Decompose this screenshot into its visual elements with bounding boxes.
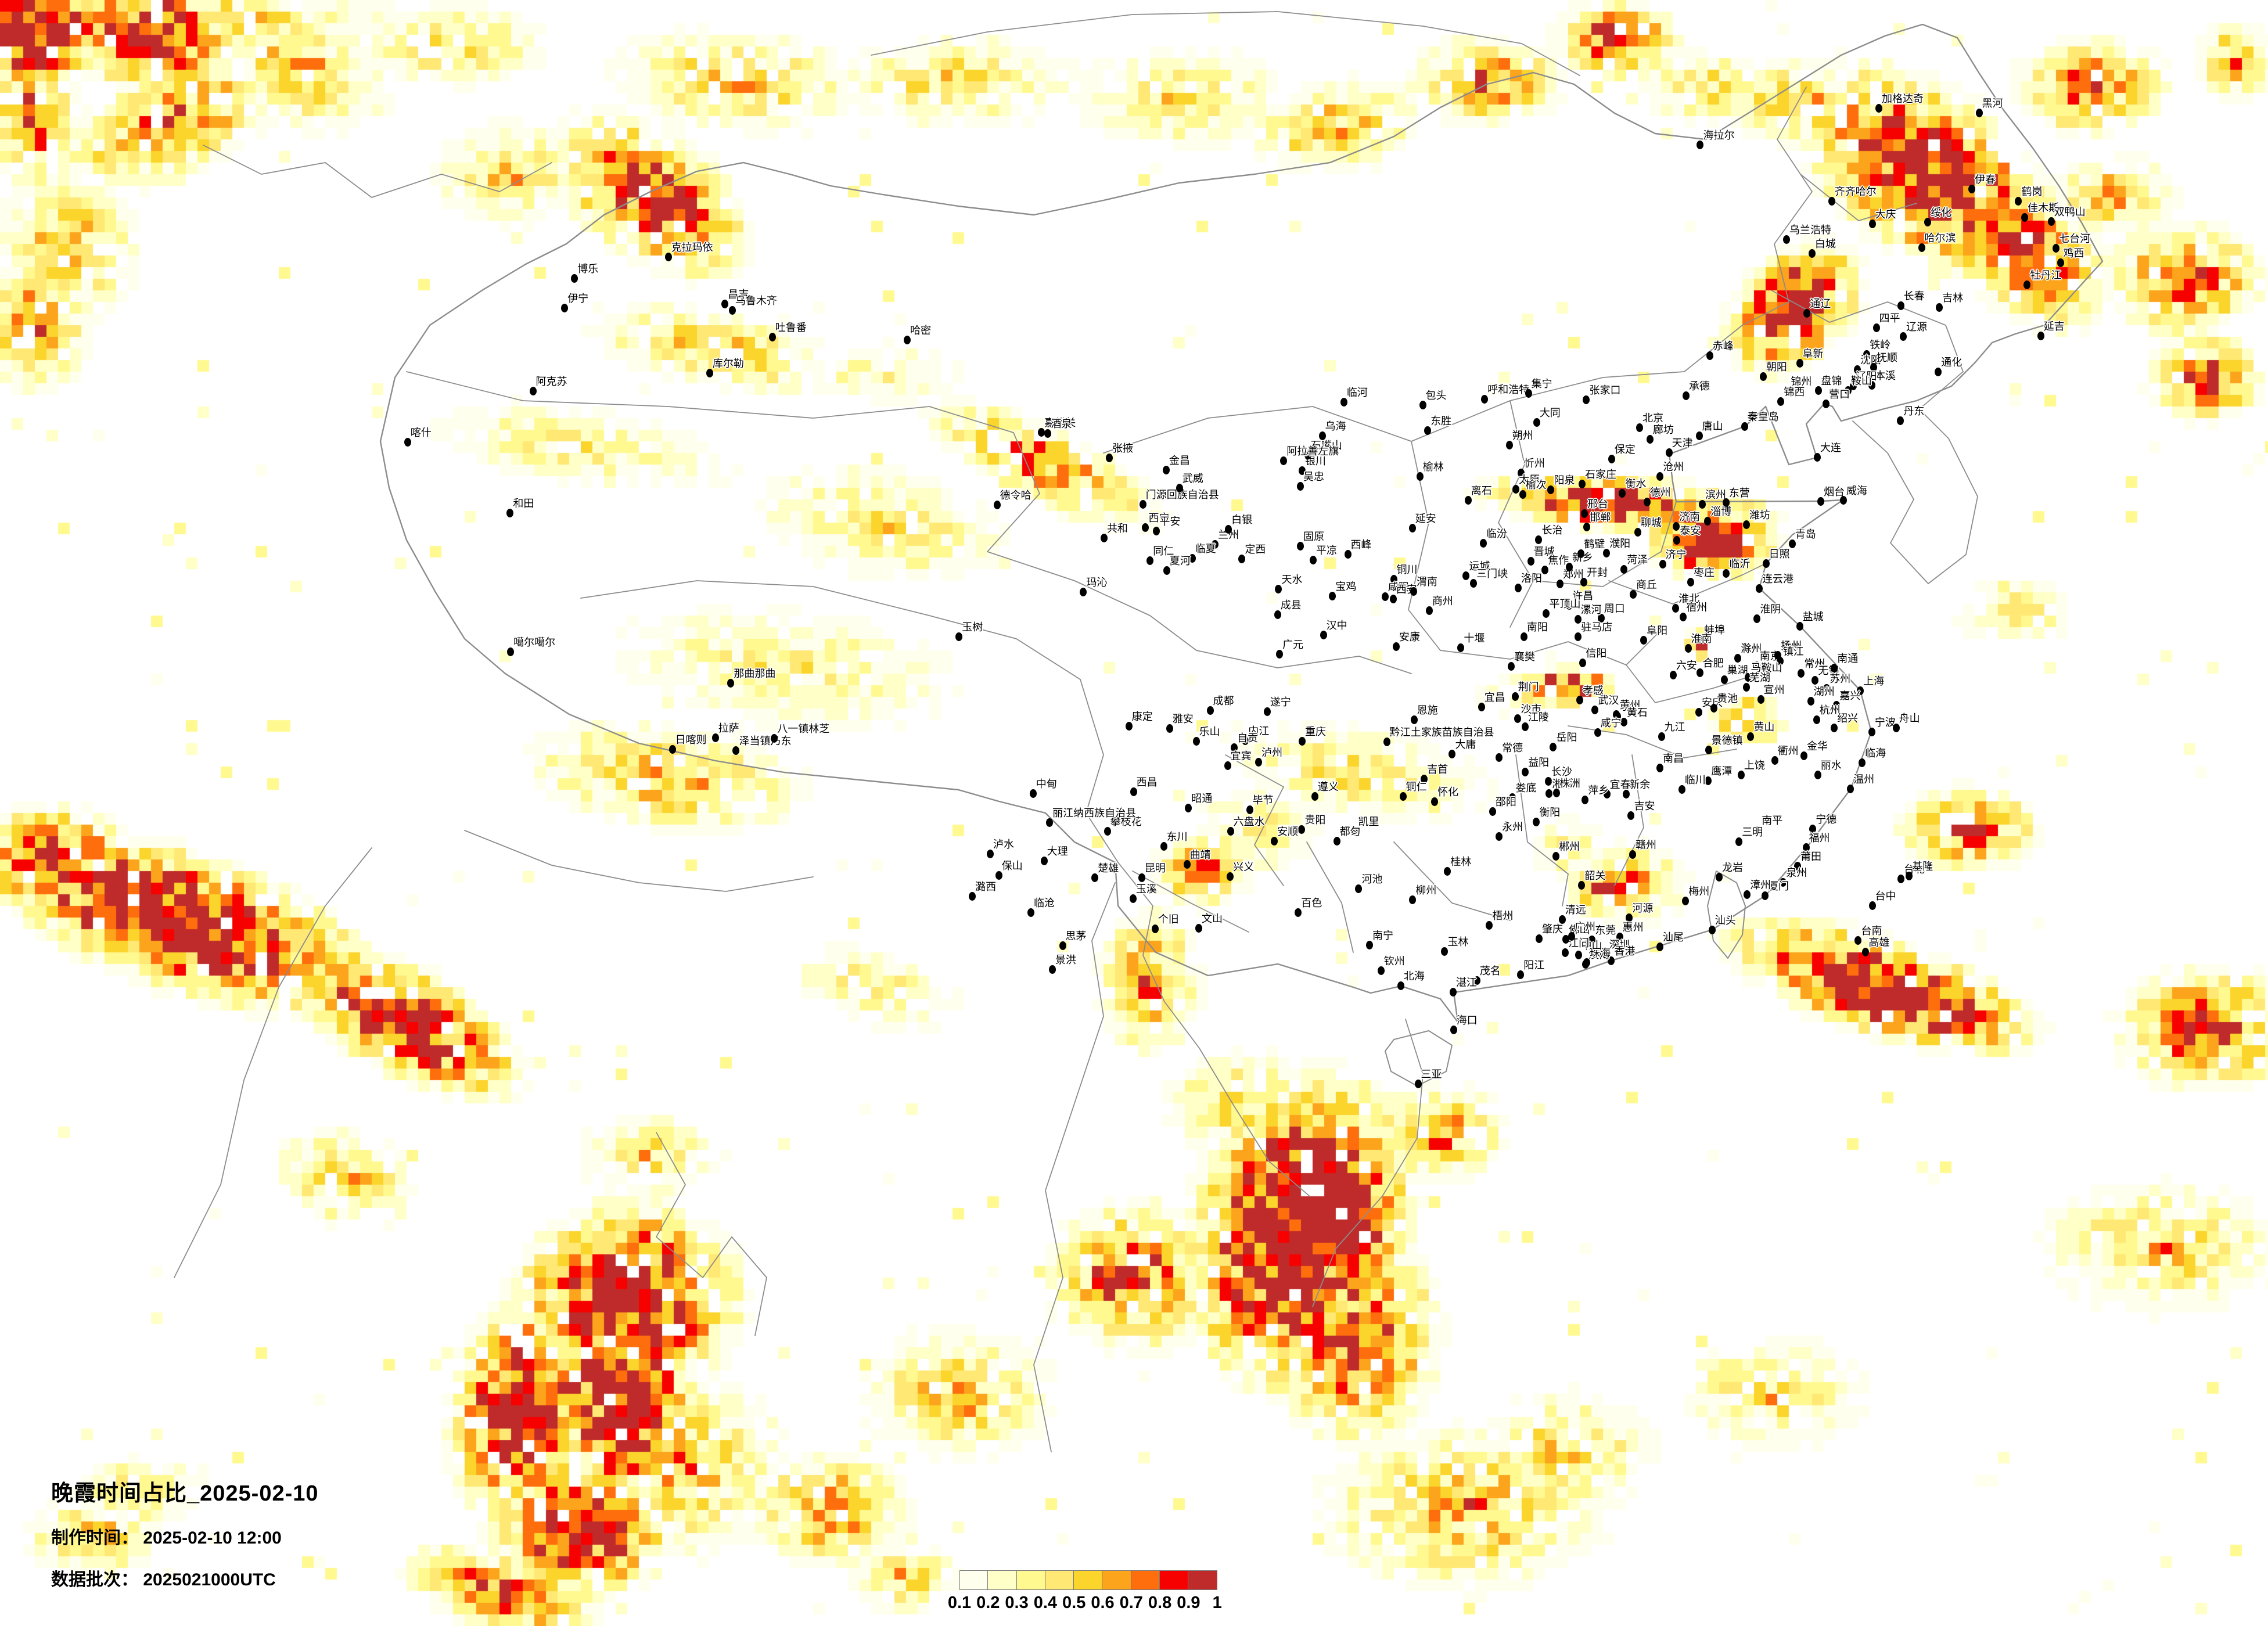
border-line — [1614, 754, 1644, 886]
border-line — [1568, 725, 1737, 758]
legend-swatch — [1102, 1570, 1131, 1590]
border-line — [1080, 679, 1119, 863]
border-line — [203, 145, 552, 198]
legend-tick-label: 0.9 — [1177, 1593, 1201, 1612]
legend-swatch — [1074, 1570, 1103, 1590]
border-line — [1515, 754, 1569, 906]
border-line — [1626, 664, 1760, 703]
legend-tick-label: 1 — [1212, 1593, 1222, 1612]
legend-tick-label: 0.2 — [976, 1593, 1000, 1612]
legend-tick-label: 0.8 — [1148, 1593, 1172, 1612]
legend-swatch — [1131, 1570, 1160, 1590]
legend-tick-label: 0.6 — [1091, 1593, 1115, 1612]
border-line — [1771, 290, 1946, 326]
data-batch-label: 数据批次： — [51, 1570, 138, 1589]
production-time-row: 制作时间： 2025-02-10 12:00 — [51, 1523, 319, 1549]
data-batch-value: 2025021000UTC — [143, 1570, 276, 1589]
data-batch-row: 数据批次： 2025021000UTC — [51, 1565, 319, 1591]
production-time-label: 制作时间： — [51, 1528, 138, 1548]
border-line — [1132, 870, 1249, 933]
legend-tick-label: 0.3 — [1005, 1593, 1029, 1612]
border-line — [1225, 754, 1284, 886]
border-line — [1306, 841, 1354, 953]
border-line — [464, 830, 814, 892]
border-line — [871, 11, 1580, 76]
border-line — [1312, 1019, 1424, 1307]
info-block: 晚霞时间占比_2025-02-10 制作时间： 2025-02-10 12:00… — [51, 1475, 319, 1591]
legend-tick-label: 0.7 — [1119, 1593, 1143, 1612]
border-line — [1385, 1030, 1453, 1087]
border-line — [1196, 650, 1412, 674]
legend-swatch — [959, 1570, 989, 1590]
legend-swatches — [959, 1570, 1217, 1590]
border-line — [1800, 174, 1917, 221]
legend-tick-label: 0.4 — [1033, 1593, 1058, 1612]
border-line — [1498, 400, 1534, 628]
border-line — [987, 432, 1197, 651]
legend-tick-label: 0.1 — [947, 1593, 972, 1612]
border-line — [1852, 406, 1978, 584]
border-line — [406, 371, 1014, 433]
border-line — [1393, 841, 1511, 921]
border-line — [1440, 629, 1662, 665]
border-line — [656, 1132, 767, 1336]
border-line — [174, 847, 372, 1278]
border-line — [1684, 87, 1813, 372]
border-line — [580, 580, 1081, 680]
color-legend: 0.1 0.2 0.3 0.4 0.5 0.6 0.7 0.8 0.9 1 — [948, 1570, 1222, 1614]
border-line — [1103, 371, 1685, 454]
legend-swatch — [1045, 1570, 1074, 1590]
border-line — [1608, 563, 1767, 605]
legend-tick-label: 0.5 — [1062, 1593, 1086, 1612]
legend-tick-labels: 0.1 0.2 0.3 0.4 0.5 0.6 0.7 0.8 0.9 1 — [948, 1593, 1222, 1614]
border-line — [1408, 441, 1441, 651]
legend-swatch — [988, 1570, 1017, 1590]
map-title: 晚霞时间占比_2025-02-10 — [51, 1481, 319, 1506]
border-line — [1533, 501, 1677, 587]
border-line — [379, 23, 2104, 1023]
border-line — [1922, 325, 1964, 407]
border-line — [1117, 862, 1310, 1197]
production-time-value: 2025-02-10 12:00 — [143, 1528, 282, 1548]
border-line — [1707, 870, 1746, 959]
legend-swatch — [1016, 1570, 1045, 1590]
border-line — [1033, 882, 1116, 1452]
legend-swatch — [1160, 1570, 1189, 1590]
legend-swatch — [1188, 1570, 1217, 1590]
